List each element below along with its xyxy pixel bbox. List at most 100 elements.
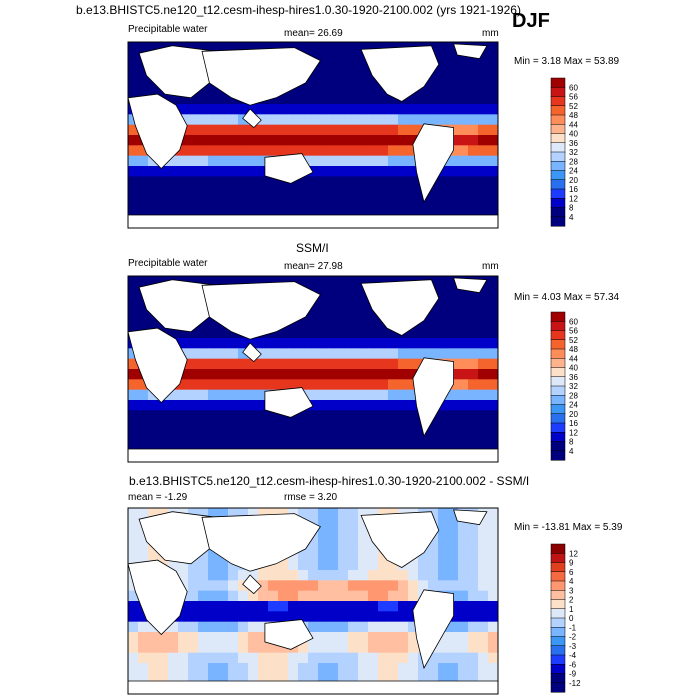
colorbar-box — [550, 321, 566, 332]
field-cell — [128, 431, 139, 442]
field-cell — [208, 642, 219, 654]
field-cell — [248, 379, 259, 391]
field-cell — [478, 155, 489, 167]
field-cell — [218, 389, 229, 401]
field-cell — [198, 420, 209, 432]
field-cell — [458, 317, 469, 329]
field-cell — [258, 358, 269, 370]
field-cell — [448, 580, 459, 592]
field-cell — [218, 42, 229, 53]
field-cell — [208, 207, 219, 219]
field-cell — [288, 379, 299, 391]
field-cell — [488, 197, 498, 208]
field-cell — [298, 601, 309, 612]
field-cell — [298, 348, 309, 360]
panel2-variable-label: Precipitable water — [128, 258, 208, 269]
field-cell — [278, 652, 289, 664]
colorbar-tick-label: -12 — [569, 679, 581, 688]
field-cell — [328, 652, 339, 664]
field-cell — [178, 389, 189, 401]
field-cell — [438, 62, 449, 74]
field-cell — [138, 176, 149, 188]
land-polygon — [453, 277, 488, 294]
field-cell — [268, 590, 279, 602]
field-cell — [488, 62, 498, 74]
field-cell — [198, 621, 209, 633]
field-cell — [218, 93, 229, 105]
field-cell — [408, 570, 419, 581]
field-cell — [328, 286, 339, 298]
field-cell — [488, 286, 498, 298]
field-cell — [338, 528, 349, 540]
field-cell — [408, 93, 419, 105]
field-cell — [298, 93, 309, 105]
field-cell — [288, 570, 299, 581]
field-cell — [468, 590, 479, 602]
field-cell — [178, 176, 189, 188]
field-cell — [488, 652, 498, 664]
field-cell — [388, 652, 399, 664]
field-cell — [138, 431, 149, 442]
field-cell — [338, 296, 349, 308]
field-cell — [238, 663, 249, 674]
field-cell — [248, 124, 259, 136]
field-cell — [488, 431, 498, 442]
field-cell — [308, 400, 319, 411]
field-cell — [448, 420, 459, 432]
field-cell — [448, 642, 459, 654]
field-cell — [488, 400, 498, 411]
field-cell — [208, 338, 219, 349]
field-cell — [208, 124, 219, 136]
field-cell — [358, 307, 369, 318]
field-cell — [128, 155, 139, 167]
field-cell — [218, 155, 229, 167]
field-cell — [428, 559, 439, 571]
field-cell — [248, 145, 259, 157]
field-cell — [178, 207, 189, 219]
colorbar-tick-label: 9 — [569, 559, 574, 568]
field-cell — [448, 400, 459, 411]
field-cell — [348, 559, 359, 571]
field-cell — [448, 621, 459, 633]
field-cell — [178, 338, 189, 349]
field-cell — [318, 317, 329, 329]
field-cell — [308, 673, 319, 685]
field-cell — [278, 197, 289, 208]
field-cell — [428, 83, 439, 95]
field-cell — [178, 420, 189, 432]
field-cell — [188, 176, 199, 188]
field-cell — [198, 145, 209, 157]
field-cell — [428, 42, 439, 53]
field-cell — [338, 611, 349, 623]
field-cell — [258, 570, 269, 581]
field-cell — [168, 431, 179, 442]
field-cell — [398, 570, 409, 581]
field-cell — [358, 207, 369, 219]
colorbar-box — [550, 114, 566, 125]
field-cell — [178, 652, 189, 664]
field-cell — [228, 420, 239, 432]
field-cell — [418, 83, 429, 95]
colorbar-tick-label: 48 — [569, 111, 578, 120]
field-cell — [188, 114, 199, 126]
field-cell — [348, 348, 359, 360]
field-cell — [308, 307, 319, 318]
field-cell — [348, 83, 359, 95]
field-cell — [348, 104, 359, 115]
field-cell — [168, 420, 179, 432]
field-cell — [448, 307, 459, 318]
field-cell — [208, 673, 219, 685]
field-cell — [198, 338, 209, 349]
field-cell — [358, 379, 369, 391]
field-cell — [138, 317, 149, 329]
field-cell — [328, 207, 339, 219]
field-cell — [368, 358, 379, 370]
field-cell — [468, 166, 479, 177]
field-cell — [318, 420, 329, 432]
field-cell — [218, 207, 229, 219]
field-cell — [278, 145, 289, 157]
field-cell — [268, 580, 279, 592]
field-cell — [328, 518, 339, 530]
field-cell — [328, 307, 339, 318]
field-cell — [358, 276, 369, 287]
